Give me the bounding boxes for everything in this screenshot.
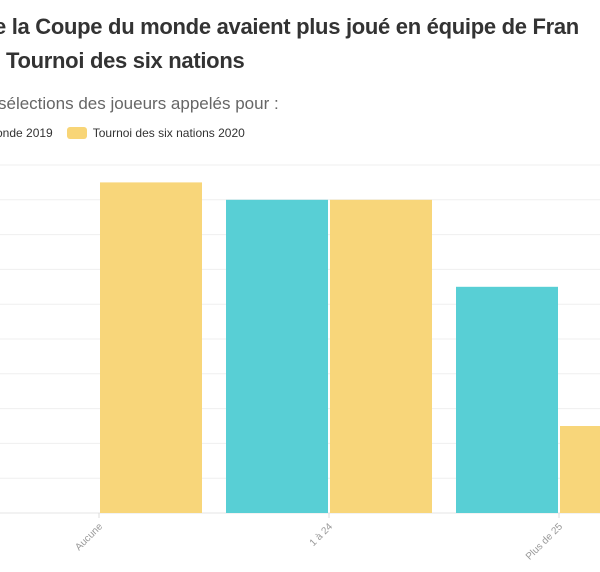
legend: onde 2019 Tournoi des six nations 2020 <box>0 126 259 140</box>
legend-label-world-cup: onde 2019 <box>0 126 53 140</box>
legend-label-six-nations: Tournoi des six nations 2020 <box>92 126 245 140</box>
bar-six-nations <box>330 199 432 514</box>
legend-swatch-six-nations <box>66 127 87 139</box>
bar-six-nations <box>100 182 202 513</box>
chart-subtitle: sélections des joueurs appelés pour : <box>0 94 279 113</box>
x-tick-label: Plus de 25 <box>524 521 566 563</box>
x-tick-label: Aucune <box>73 521 105 553</box>
chart-title-line-2: Tournoi des six nations <box>6 48 245 73</box>
legend-item-world-cup[interactable]: onde 2019 <box>0 126 53 140</box>
legend-item-six-nations[interactable]: Tournoi des six nations 2020 <box>66 126 245 140</box>
x-tick-label: 1 à 24 <box>308 521 336 549</box>
bar-six-nations <box>560 426 600 513</box>
bar-world-cup <box>226 199 328 514</box>
bar-world-cup <box>456 286 558 513</box>
chart-title-line-1: e la Coupe du monde avaient plus joué en… <box>0 14 579 39</box>
